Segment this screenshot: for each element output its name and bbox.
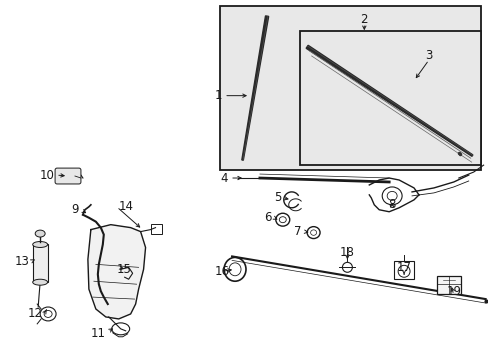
Text: 8: 8 (387, 198, 395, 211)
Polygon shape (305, 45, 472, 156)
Text: 4: 4 (220, 171, 227, 185)
FancyBboxPatch shape (55, 168, 81, 184)
Text: 10: 10 (39, 168, 54, 181)
Text: 9: 9 (71, 203, 79, 216)
Text: 7: 7 (294, 225, 301, 238)
Text: 17: 17 (396, 261, 411, 274)
Bar (150, 224, 162, 234)
Text: 16: 16 (214, 265, 229, 278)
Bar (299, 31, 480, 165)
Text: 2: 2 (360, 13, 367, 26)
Ellipse shape (33, 279, 47, 285)
Text: 19: 19 (446, 285, 460, 298)
Ellipse shape (33, 242, 47, 247)
Bar (33, 244, 48, 282)
Text: 6: 6 (264, 211, 271, 224)
Text: 14: 14 (119, 200, 133, 213)
Text: 1: 1 (214, 89, 222, 102)
Bar (436, 276, 460, 294)
Text: 11: 11 (91, 327, 105, 340)
Ellipse shape (35, 230, 45, 237)
Polygon shape (242, 16, 268, 160)
Text: 18: 18 (339, 246, 354, 259)
Text: 12: 12 (28, 307, 43, 320)
Text: 3: 3 (425, 49, 432, 63)
Text: 13: 13 (14, 255, 29, 268)
Text: 15: 15 (117, 263, 131, 276)
Bar (393, 261, 413, 279)
Polygon shape (88, 225, 145, 319)
Text: 5: 5 (274, 192, 281, 204)
Bar (220, 6, 480, 170)
